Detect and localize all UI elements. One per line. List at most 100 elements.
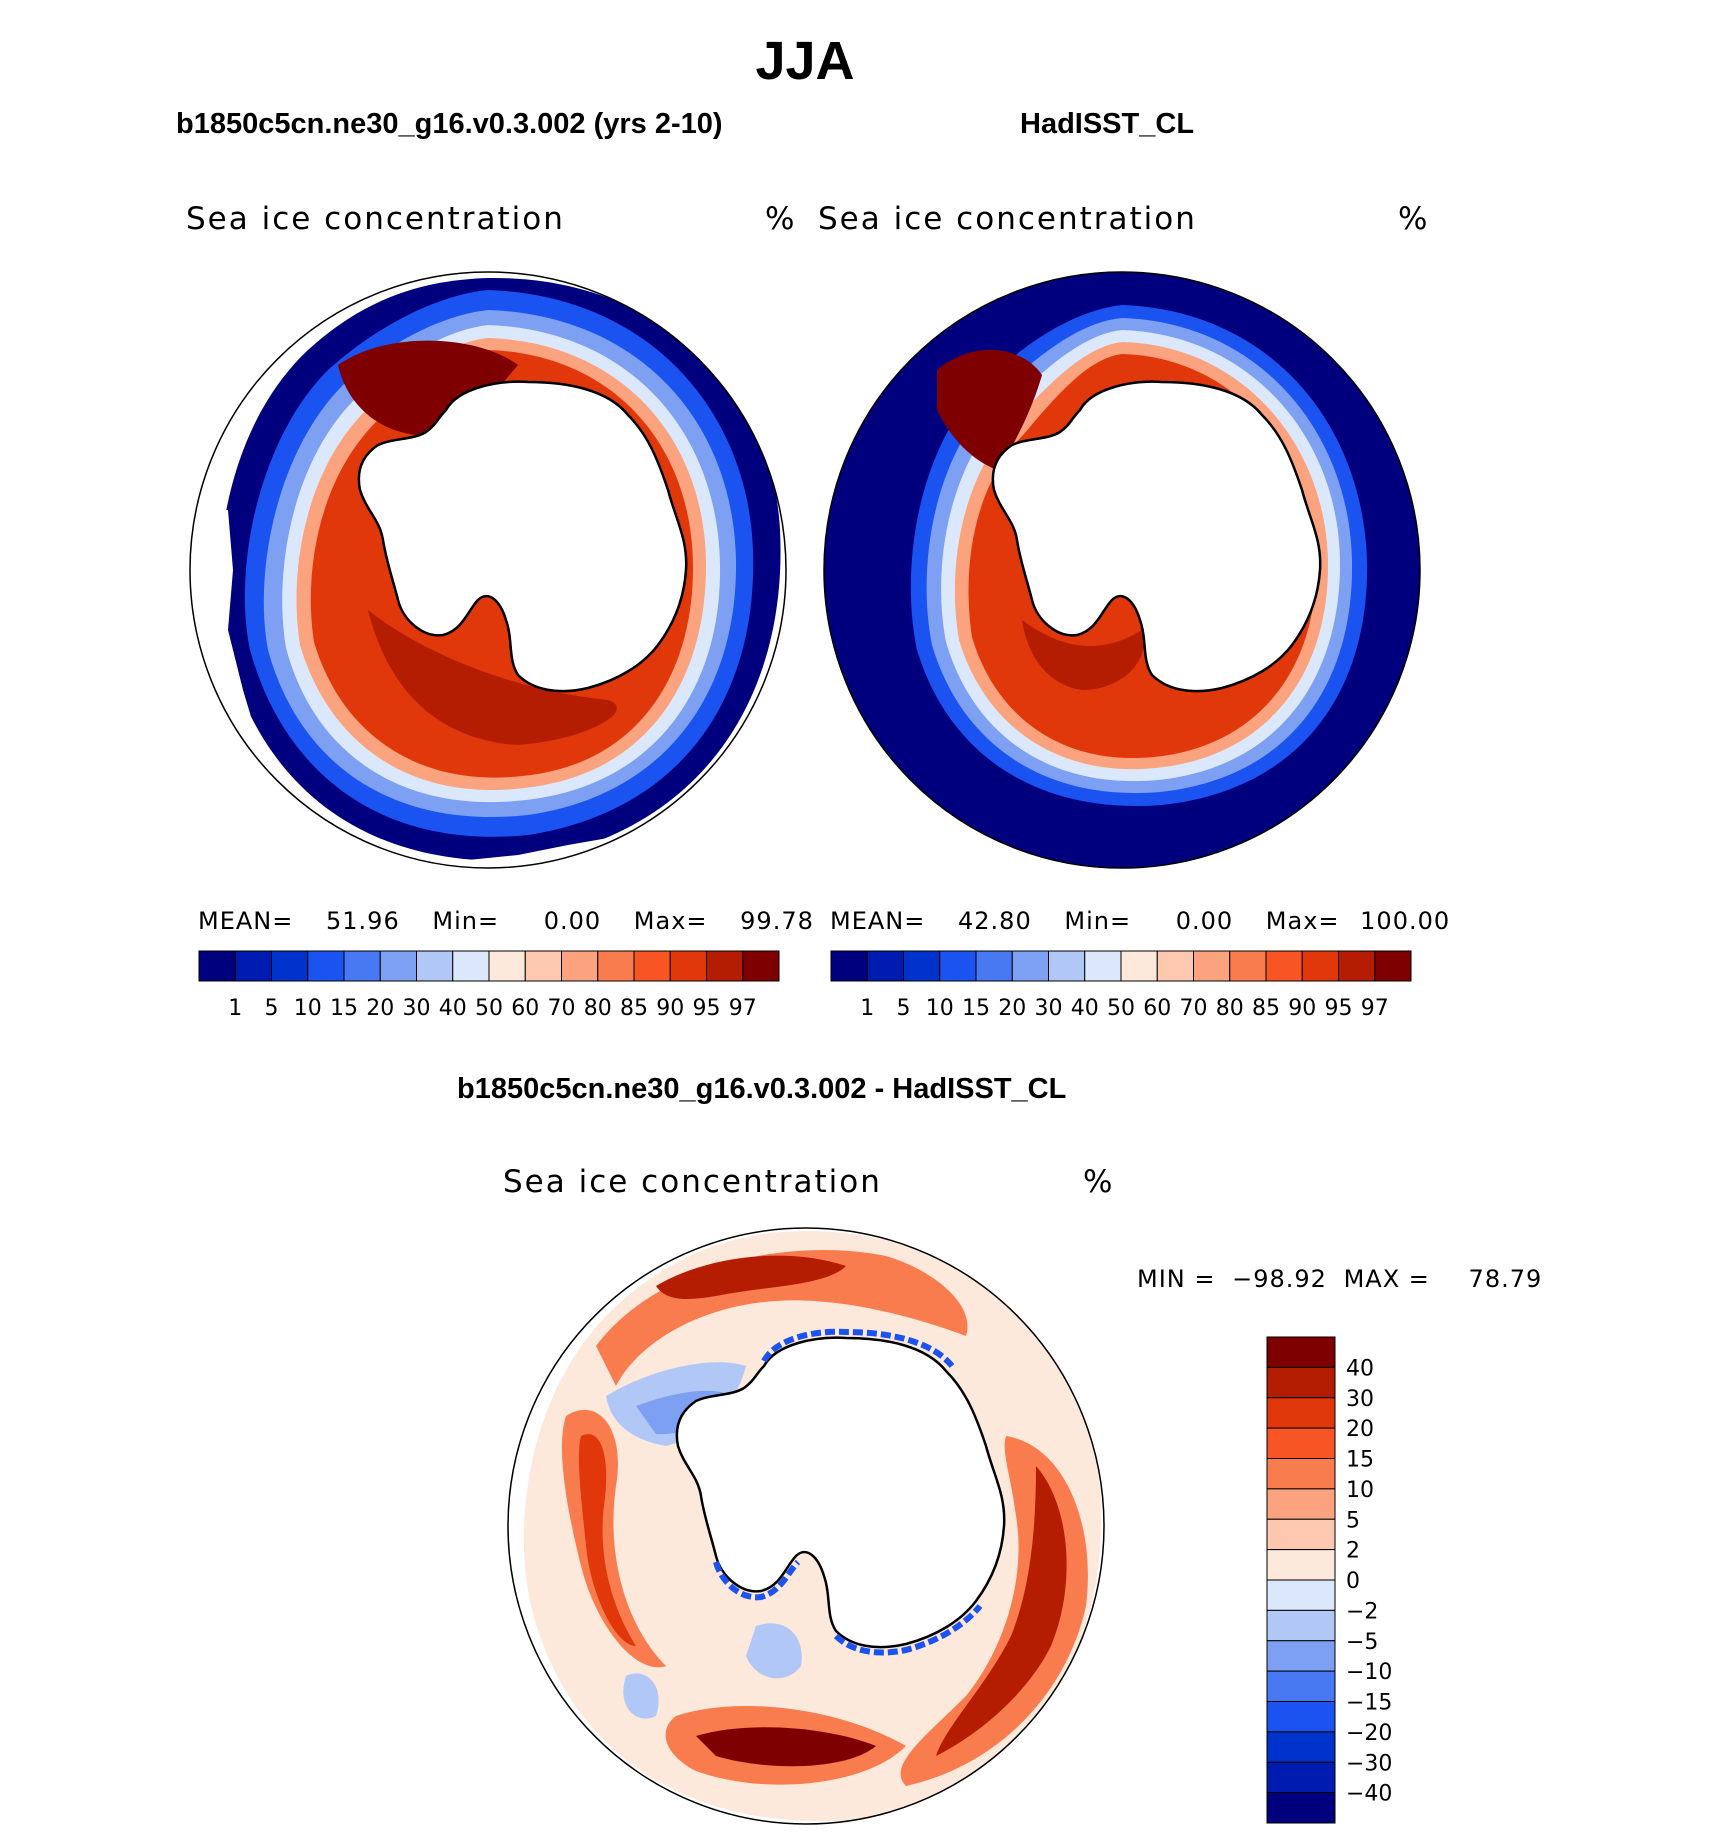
colorbar-tick-label: 90	[656, 996, 684, 1021]
colorbar-swatch	[234, 950, 272, 982]
colorbar-swatch	[1266, 1640, 1336, 1672]
colorbar-tick-label: 15	[962, 996, 990, 1021]
colorbar-tick-label: −30	[1346, 1751, 1392, 1776]
diff-coastal-fringe	[713, 1328, 983, 1656]
colorbar-tick-label: 10	[1346, 1478, 1374, 1503]
colorbar-tick-label: −40	[1346, 1782, 1392, 1807]
diff-min-value: −98.92	[1232, 1265, 1327, 1293]
colorbar-tick-label: 30	[403, 996, 431, 1021]
colorbar-swatch	[1266, 1336, 1336, 1368]
colorbar-tick-label: 70	[1180, 996, 1208, 1021]
colorbar-swatch	[1266, 1792, 1336, 1824]
colorbar-tick-label: 20	[1346, 1417, 1374, 1442]
colorbar-swatch	[939, 950, 977, 982]
colorbar-tick-label: 70	[548, 996, 576, 1021]
colorbar-swatch	[1084, 950, 1122, 982]
colorbar-swatch	[1229, 950, 1267, 982]
colorbar-tick-label: −10	[1346, 1660, 1392, 1685]
colorbar-tick-label: 80	[584, 996, 612, 1021]
colorbar-tick-label: −5	[1346, 1630, 1378, 1655]
colorbar-tick-label: 80	[1216, 996, 1244, 1021]
colorbar-swatch	[1301, 950, 1339, 982]
diff-polar-map	[507, 1227, 1105, 1825]
colorbar-tick-label: 95	[693, 996, 721, 1021]
colorbar-swatch	[830, 950, 868, 982]
colorbar-swatch	[1011, 950, 1049, 982]
colorbar-swatch	[1266, 1366, 1336, 1399]
colorbar-tick-label: 40	[1346, 1356, 1374, 1381]
colorbar-tick-label: 10	[926, 996, 954, 1021]
colorbar-tick-label: 30	[1035, 996, 1063, 1021]
colorbar-tick-label: 30	[1346, 1387, 1374, 1412]
colorbar-swatch	[307, 950, 345, 982]
colorbar-tick-label: 20	[998, 996, 1026, 1021]
colorbar-swatch	[198, 950, 236, 982]
colorbar-tick-label: 0	[1346, 1569, 1360, 1594]
obs-mean-value: 42.80	[958, 907, 1032, 935]
colorbar-tick-label: −15	[1346, 1691, 1392, 1716]
obs-case-title: HadISST_CL	[1020, 108, 1195, 140]
colorbar-tick-label: 85	[620, 996, 648, 1021]
colorbar-tick-label: 40	[1071, 996, 1099, 1021]
colorbar-tick-label: 15	[330, 996, 358, 1021]
colorbar-swatch	[1193, 950, 1231, 982]
obs-ice-core	[937, 349, 1042, 470]
colorbar-swatch	[1374, 950, 1412, 982]
colorbar-tick-label: 60	[511, 996, 539, 1021]
colorbar-tick-label: 15	[1346, 1448, 1374, 1473]
obs-stats: MEAN= 42.80 Min= 0.00 Max= 100.00	[830, 907, 1450, 935]
colorbar-swatch	[488, 950, 526, 982]
model-colorbar: 1 5 10 15 20 30 40 50 60 70 80 85 90 95 97	[198, 950, 780, 1021]
colorbar-swatch	[524, 950, 562, 982]
colorbar-tick-label: 10	[294, 996, 322, 1021]
diff-antarctica	[675, 1336, 1006, 1649]
diff-min-label: MIN =	[1137, 1265, 1216, 1293]
colorbar-swatch	[1266, 1609, 1336, 1642]
diff-var-label: Sea ice concentration	[503, 1164, 882, 1200]
colorbar-swatch	[633, 950, 671, 982]
colorbar-tick-label: 50	[475, 996, 503, 1021]
obs-polar-map	[823, 271, 1421, 869]
diff-negative-patch-south	[746, 1623, 802, 1679]
colorbar-swatch	[1266, 1518, 1336, 1551]
colorbar-swatch	[1266, 1670, 1336, 1702]
colorbar-tick-label: 2	[1346, 1539, 1360, 1564]
colorbar-swatch	[1266, 1458, 1336, 1490]
model-case-title: b1850c5cn.ne30_g16.v0.3.002 (yrs 2-10)	[176, 108, 723, 140]
colorbar-swatch	[597, 950, 635, 982]
obs-units: %	[1398, 201, 1430, 237]
model-max-label: Max=	[633, 907, 708, 935]
diff-max-value: 78.79	[1468, 1265, 1543, 1293]
colorbar-swatch	[1120, 950, 1158, 982]
model-units: %	[765, 201, 797, 237]
obs-max-value: 100.00	[1360, 907, 1451, 935]
model-mean-label: MEAN=	[198, 907, 294, 935]
model-polar-map	[189, 271, 787, 869]
model-min-value: 0.00	[543, 907, 602, 935]
colorbar-tick-label: 1	[228, 996, 242, 1021]
colorbar-tick-label: −2	[1346, 1599, 1378, 1624]
obs-colorbar: 1 5 10 15 20 30 40 50 60 70 80 85 90 95 97	[830, 950, 1412, 1021]
colorbar-swatch	[1266, 1731, 1336, 1763]
colorbar-swatch	[1266, 1549, 1336, 1581]
colorbar-tick-label: 95	[1325, 996, 1353, 1021]
obs-mean-label: MEAN=	[830, 907, 926, 935]
model-min-label: Min=	[432, 907, 500, 935]
model-mean-value: 51.96	[326, 907, 400, 935]
colorbar-swatch	[343, 950, 381, 982]
colorbar-tick-label: 60	[1143, 996, 1171, 1021]
colorbar-swatch	[1266, 1427, 1336, 1459]
model-stats: MEAN= 51.96 Min= 0.00 Max= 99.78	[198, 907, 814, 935]
colorbar-swatch	[561, 950, 599, 982]
model-antarctica	[357, 380, 688, 693]
colorbar-tick-label: 50	[1107, 996, 1135, 1021]
colorbar-swatch	[1265, 950, 1303, 982]
colorbar-swatch	[1266, 1701, 1336, 1733]
colorbar-tick-label: 97	[729, 996, 757, 1021]
model-max-value: 99.78	[740, 907, 814, 935]
season-title: JJA	[755, 31, 855, 91]
colorbar-tick-label: 5	[897, 996, 911, 1021]
colorbar-swatch	[866, 950, 904, 982]
colorbar-swatch	[1266, 1579, 1336, 1611]
